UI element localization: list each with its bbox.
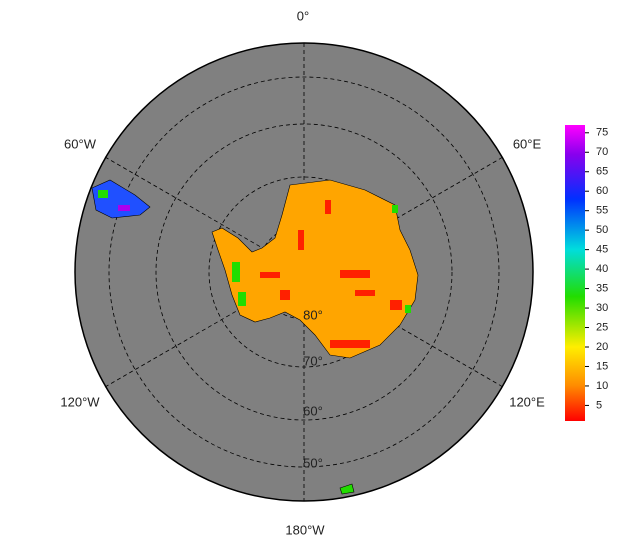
colorbar-tick-label: 5 xyxy=(596,399,602,411)
colorbar-tick-label: 20 xyxy=(596,341,608,353)
colorbar-tick-label: 45 xyxy=(596,244,608,256)
colorbar-tick-label: 40 xyxy=(596,263,608,275)
colorbar-tick-label: 30 xyxy=(596,302,608,314)
colorbar-tick-label: 75 xyxy=(596,127,608,139)
longitude-label: 120°W xyxy=(60,394,100,409)
latitude-label: 80° xyxy=(303,307,323,322)
globe xyxy=(74,42,534,502)
colorbar-tick-label: 65 xyxy=(596,166,608,178)
colorbar-ramp xyxy=(565,125,585,421)
colorbar-tick-label: 50 xyxy=(596,224,608,236)
colorbar-tick-label: 10 xyxy=(596,380,608,392)
colorbar-tick-label: 60 xyxy=(596,185,608,197)
latitude-label: 70° xyxy=(303,353,323,368)
speckles xyxy=(260,200,402,348)
longitude-label: 0° xyxy=(297,8,309,23)
latitude-label: 60° xyxy=(303,403,323,418)
colorbar-tick-label: 70 xyxy=(596,146,608,158)
longitude-label: 60°E xyxy=(513,136,542,151)
colorbar-tick-label: 35 xyxy=(596,282,608,294)
antarctica xyxy=(211,179,419,359)
longitude-label: 60°W xyxy=(64,136,97,151)
colorbar-tick-label: 25 xyxy=(596,321,608,333)
island xyxy=(339,483,355,495)
colorbar-tick-label: 55 xyxy=(596,205,608,217)
longitude-label: 180°W xyxy=(285,522,325,537)
longitude-label: 120°E xyxy=(509,394,545,409)
latitude-label: 50° xyxy=(303,455,323,470)
south-america-tip xyxy=(91,179,151,219)
labels: 0° 60°E 120°E 180°W 120°W 60°W 80° 70° 60° 50° xyxy=(60,8,545,537)
colorbar: 5 10 15 20 25 30 35 40 45 50 55 60 65 70 75 xyxy=(565,125,608,421)
colorbar-tick-label: 15 xyxy=(596,360,608,372)
coast-green xyxy=(232,205,411,313)
